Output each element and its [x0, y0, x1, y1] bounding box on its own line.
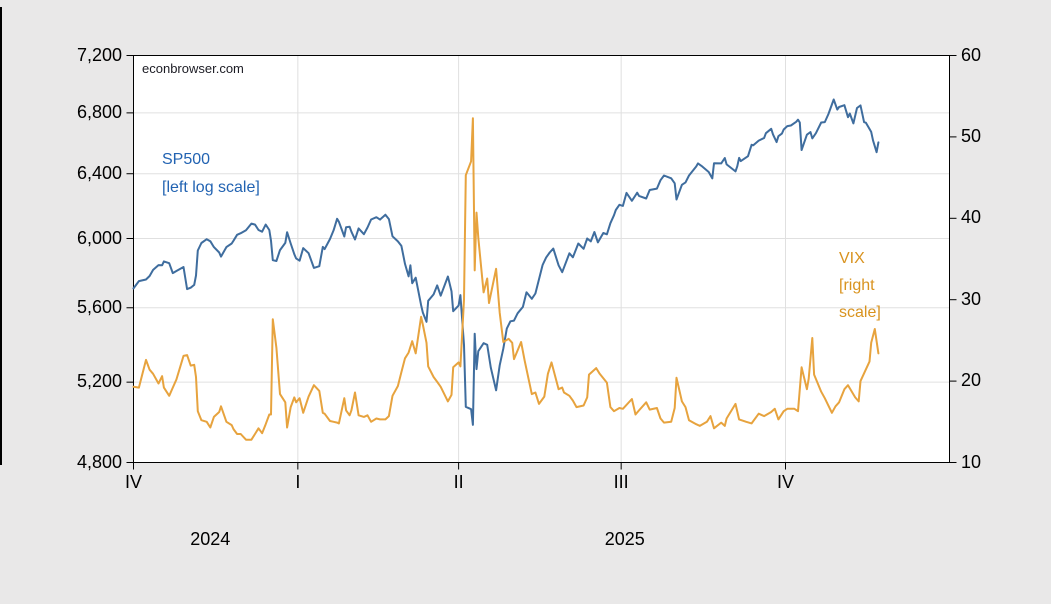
left-edge-artifact: [0, 7, 2, 465]
vix-series-label: VIX [right scale]: [839, 245, 881, 326]
sp500-series-label: SP500 [left log scale]: [162, 146, 260, 202]
sp500-label-line2: [left log scale]: [162, 179, 260, 196]
right-axis-tick-label: 60: [961, 44, 982, 65]
vix-label-line2: [right: [839, 277, 875, 294]
left-axis-tick-label: 5,600: [76, 296, 122, 317]
left-axis-tick-label: 6,800: [76, 101, 122, 122]
vix-label-line3: scale]: [839, 304, 881, 321]
plot-background: [133, 55, 950, 463]
left-axis-tick-label: 5,200: [76, 371, 122, 392]
x-axis-quarter-label: I: [295, 472, 301, 492]
vix-label-line1: VIX: [839, 250, 865, 267]
x-axis-year-label: 2025: [604, 529, 645, 549]
right-axis-tick-label: 50: [961, 125, 982, 146]
left-axis-tick-label: 6,000: [76, 227, 122, 248]
right-axis-tick-label: 30: [961, 288, 982, 309]
watermark-text: econbrowser.com: [142, 61, 244, 76]
right-axis-tick-label: 40: [961, 207, 982, 228]
x-axis-quarter-label: IV: [776, 472, 794, 492]
x-axis-quarter-label: II: [453, 472, 464, 492]
left-axis-tick-label: 4,800: [76, 451, 122, 472]
vix-line: [132, 117, 880, 441]
right-axis-tick-label: 10: [961, 451, 982, 472]
sp500-line: [132, 98, 880, 426]
x-axis-quarter-label: IV: [124, 472, 142, 492]
left-axis-tick-label: 6,400: [76, 162, 122, 183]
left-axis-tick-label: 7,200: [76, 44, 122, 65]
x-axis-quarter-label: III: [613, 472, 629, 492]
sp500-label-line1: SP500: [162, 151, 211, 168]
plot-frame: [133, 55, 950, 463]
right-axis-tick-label: 20: [961, 370, 982, 391]
x-axis-year-label: 2024: [190, 529, 231, 549]
